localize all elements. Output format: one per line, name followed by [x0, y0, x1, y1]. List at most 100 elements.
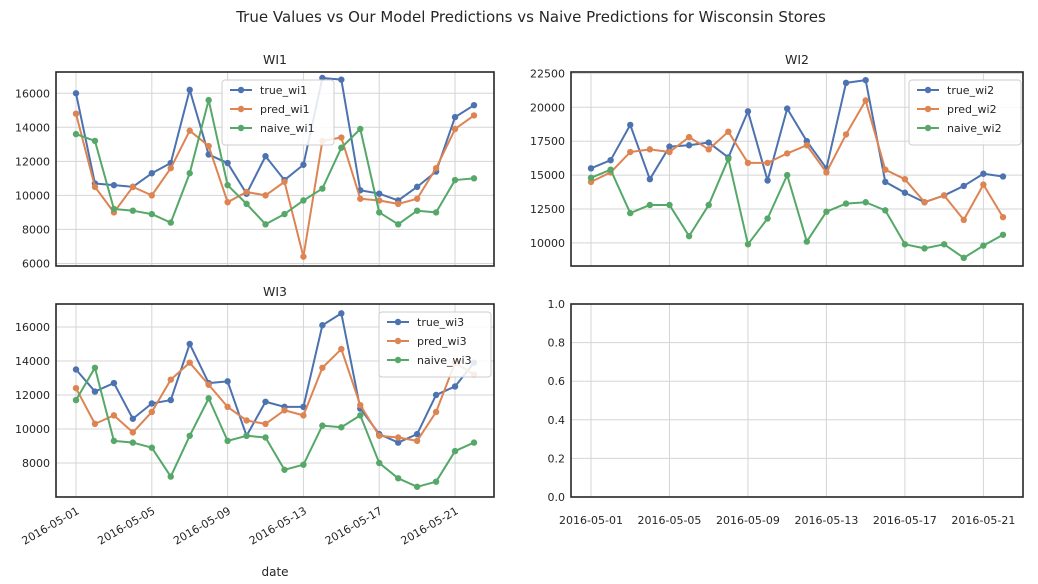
data-point-true_wi3	[262, 398, 269, 405]
data-point-naive_wi1	[432, 209, 440, 216]
x-tick-label: 2016-05-13	[247, 504, 309, 547]
data-point-naive_wi2	[646, 201, 654, 209]
series-line-naive_wi3	[75, 366, 475, 488]
x-axis-label: date	[261, 565, 288, 579]
data-point-pred_wi1	[470, 112, 478, 119]
data-point-naive_wi3	[186, 432, 193, 439]
data-point-true_wi2	[627, 121, 634, 129]
legend-marker	[924, 124, 932, 132]
data-point-true_wi2	[960, 182, 967, 190]
data-point-true_wi3	[413, 430, 421, 438]
data-point-pred_wi2	[685, 133, 693, 141]
data-point-true_wi3	[129, 415, 137, 422]
data-point-pred_wi3	[110, 412, 118, 419]
x-tick-label: 2016-05-17	[873, 514, 937, 527]
data-point-pred_wi2	[940, 192, 948, 199]
legend-marker	[924, 105, 932, 113]
data-point-naive_wi3	[167, 473, 174, 480]
y-tick-label: 8000	[22, 457, 50, 470]
data-point-pred_wi2	[705, 146, 712, 153]
data-point-true_wi3	[91, 388, 99, 395]
data-point-true_wi2	[744, 108, 752, 115]
axes-frame	[55, 71, 495, 267]
data-point-pred_wi2	[842, 131, 850, 138]
x-tick-label: 2016-05-09	[171, 504, 233, 547]
data-point-naive_wi3	[413, 483, 421, 490]
data-point-naive_wi2	[960, 254, 967, 262]
legend-marker	[237, 124, 245, 132]
data-point-naive_wi3	[262, 434, 269, 441]
data-point-pred_wi3	[148, 408, 156, 416]
data-point-pred_wi1	[129, 183, 137, 191]
y-tick-label: 8000	[22, 223, 50, 236]
data-point-true_wi1	[470, 101, 478, 109]
data-point-true_wi1	[148, 170, 156, 177]
subplot-wi3: 8000 10000 12000 14000 16000 WI3 2016-05-01 201…	[15, 284, 495, 579]
y-tick-label: 12000	[15, 389, 50, 402]
data-point-true_wi3	[167, 396, 174, 404]
y-tick-label: 1.0	[548, 298, 566, 311]
x-tick-label: 2016-05-05	[638, 514, 702, 527]
data-point-pred_wi3	[72, 384, 80, 392]
data-point-naive_wi1	[110, 205, 118, 213]
data-point-pred_wi2	[921, 199, 928, 206]
data-point-true_wi3	[186, 340, 193, 348]
data-point-pred_wi3	[376, 432, 383, 439]
data-point-true_wi3	[451, 383, 459, 390]
legend-marker	[237, 105, 245, 113]
axes-frame	[570, 71, 1024, 267]
data-point-pred_wi3	[394, 434, 402, 441]
legend-label: pred_wi2	[947, 103, 997, 116]
data-point-naive_wi1	[281, 210, 288, 218]
data-point-pred_wi2	[980, 181, 987, 188]
y-tick-label: 16000	[15, 321, 50, 334]
data-point-naive_wi2	[725, 155, 732, 163]
data-point-pred_wi1	[413, 195, 421, 202]
data-point-naive_wi1	[300, 197, 307, 204]
data-point-true_wi2	[607, 156, 614, 164]
data-point-naive_wi3	[376, 459, 383, 467]
data-point-pred_wi2	[823, 169, 830, 176]
data-point-pred_wi1	[205, 142, 212, 150]
subplot-title: WI3	[263, 284, 287, 299]
data-point-naive_wi3	[148, 444, 156, 451]
data-point-pred_wi2	[803, 142, 811, 149]
data-point-naive_wi3	[129, 439, 137, 446]
x-tick-label: 2016-05-09	[716, 514, 780, 527]
x-tick-label: 2016-05-05	[95, 504, 157, 547]
data-point-naive_wi1	[205, 96, 212, 104]
y-tick-label: 20000	[530, 101, 565, 114]
subplot-title: WI1	[263, 52, 287, 67]
y-tick-label: 15000	[530, 169, 565, 182]
data-point-pred_wi1	[91, 183, 99, 191]
y-tick-label: 10000	[15, 423, 50, 436]
data-point-true_wi1	[451, 113, 459, 121]
data-point-naive_wi2	[901, 241, 909, 248]
data-point-naive_wi1	[319, 185, 326, 192]
data-point-naive_wi3	[432, 478, 440, 485]
legend-marker	[394, 356, 402, 364]
data-point-true_wi1	[262, 153, 269, 160]
data-point-naive_wi3	[91, 364, 99, 371]
data-point-true_wi1	[338, 76, 345, 83]
data-point-pred_wi3	[91, 420, 99, 428]
data-point-naive_wi1	[262, 221, 269, 228]
series-line-pred_wi3	[75, 348, 475, 442]
data-point-pred_wi2	[646, 146, 654, 153]
data-point-pred_wi3	[413, 437, 421, 445]
x-tick-label: 2016-05-17	[323, 504, 385, 547]
data-point-true_wi2	[646, 175, 654, 183]
data-point-naive_wi1	[167, 219, 174, 226]
data-point-true_wi3	[338, 310, 345, 317]
data-point-pred_wi3	[224, 403, 231, 411]
data-point-pred_wi2	[999, 213, 1007, 221]
data-point-naive_wi2	[842, 200, 850, 207]
series-line-pred_wi2	[590, 99, 1004, 221]
data-point-naive_wi2	[666, 201, 673, 209]
data-point-naive_wi3	[319, 422, 326, 429]
data-point-true_wi2	[705, 139, 712, 146]
data-point-true_wi3	[224, 378, 231, 385]
y-tick-label: 0.4	[548, 414, 566, 427]
data-point-naive_wi2	[607, 166, 614, 173]
data-point-true_wi3	[110, 379, 118, 387]
